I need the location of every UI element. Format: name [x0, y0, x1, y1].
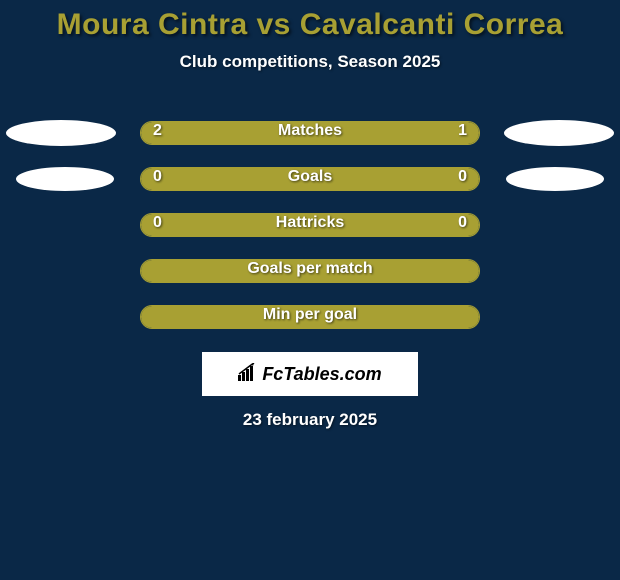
- stat-row: Goals per match: [0, 248, 620, 294]
- brand-box[interactable]: FcTables.com: [202, 352, 418, 396]
- stat-bar-track: 0 Goals 0: [140, 167, 480, 191]
- page-title: Moura Cintra vs Cavalcanti Correa: [0, 8, 620, 42]
- stat-value-left: 0: [153, 168, 162, 186]
- stat-value-right: 1: [458, 122, 467, 140]
- player-marker-left: [16, 167, 114, 191]
- stat-bar-track: 0 Hattricks 0: [140, 213, 480, 237]
- brand-text: FcTables.com: [262, 364, 381, 385]
- stat-value-right: 0: [458, 214, 467, 232]
- stat-label: Goals: [288, 168, 332, 186]
- stat-row: 2 Matches 1: [0, 110, 620, 156]
- stat-label: Goals per match: [247, 260, 372, 278]
- stat-row: 0 Hattricks 0: [0, 202, 620, 248]
- stat-label: Min per goal: [263, 306, 357, 324]
- date-label: 23 february 2025: [0, 410, 620, 430]
- stat-label: Matches: [278, 122, 342, 140]
- chart-icon: [238, 363, 260, 386]
- subtitle: Club competitions, Season 2025: [0, 52, 620, 72]
- stat-value-right: 0: [458, 168, 467, 186]
- comparison-card: Moura Cintra vs Cavalcanti Correa Club c…: [0, 0, 620, 430]
- stat-label: Hattricks: [276, 214, 344, 232]
- stat-bar-track: Min per goal: [140, 305, 480, 329]
- player-marker-left: [6, 120, 116, 146]
- brand-label: FcTables.com: [238, 363, 381, 386]
- stat-bar-track: Goals per match: [140, 259, 480, 283]
- stat-bar-track: 2 Matches 1: [140, 121, 480, 145]
- stats-area: 2 Matches 1 0 Goals 0 0 Hattricks 0 Goals per mat…: [0, 110, 620, 340]
- stat-row: Min per goal: [0, 294, 620, 340]
- player-marker-right: [506, 167, 604, 191]
- stat-value-left: 0: [153, 214, 162, 232]
- stat-value-left: 2: [153, 122, 162, 140]
- stat-row: 0 Goals 0: [0, 156, 620, 202]
- player-marker-right: [504, 120, 614, 146]
